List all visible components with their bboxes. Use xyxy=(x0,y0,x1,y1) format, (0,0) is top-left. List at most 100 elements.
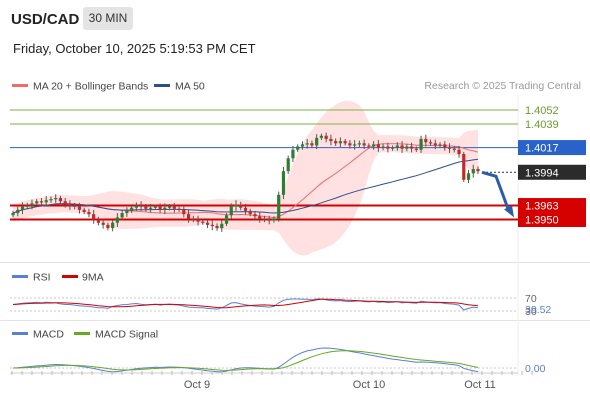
candle-body xyxy=(438,144,442,146)
candle-body xyxy=(471,169,475,174)
support-label: 1.3963 xyxy=(525,201,559,213)
candle-body xyxy=(405,146,409,149)
candle-body xyxy=(196,219,200,222)
rsi-value-label: 39.52 xyxy=(525,304,551,316)
candle-body xyxy=(267,219,271,221)
candle-body xyxy=(386,146,390,149)
candle-body xyxy=(390,147,395,149)
bollinger-bands xyxy=(13,100,478,256)
candle-body xyxy=(115,217,119,223)
candle-body xyxy=(395,145,399,148)
candle-body xyxy=(310,143,314,146)
candle-body xyxy=(376,144,380,148)
forecast-arrow xyxy=(481,170,514,218)
ma20-legend-label: MA 20 + Bollinger Bands xyxy=(33,81,148,93)
candle-body xyxy=(229,206,233,216)
candle-body xyxy=(419,138,423,150)
ma50-legend-swatch xyxy=(154,84,170,87)
resistance-label: 1.4039 xyxy=(525,119,559,131)
candle-body xyxy=(400,145,404,149)
candle-body xyxy=(305,143,309,145)
candle-body xyxy=(372,144,376,147)
candle-body xyxy=(177,208,181,210)
macd-value-label: 0.00 xyxy=(525,363,546,375)
candle-body xyxy=(239,204,243,208)
candle-body xyxy=(329,138,333,142)
research-credit: Research © 2025 Trading Central xyxy=(424,80,581,92)
rsi-line xyxy=(12,298,479,311)
support-label-box xyxy=(518,212,586,227)
candle-body xyxy=(253,214,257,217)
macd-panel: 0.00 xyxy=(10,347,546,375)
candle-body xyxy=(63,201,67,205)
candle-body xyxy=(296,146,300,150)
candle-body xyxy=(30,203,34,206)
candle-body xyxy=(291,149,295,159)
chart-datetime: Friday, October 10, 2025 5:19:53 PM CET xyxy=(13,41,256,56)
candle-body xyxy=(77,206,82,210)
level-labels: 1.4052 1.4039 1.4017 1.3963 1.3950 1.3994 xyxy=(518,105,586,227)
timeframe-button[interactable]: 30 MIN xyxy=(83,7,133,30)
candle-body xyxy=(144,206,148,209)
candle-body xyxy=(210,224,214,227)
candle-body xyxy=(167,206,172,208)
x-tick-label: Oct 10 xyxy=(353,379,385,391)
candle-body xyxy=(367,145,371,147)
candle-body xyxy=(101,222,105,225)
current-price-label: 1.3994 xyxy=(525,167,559,179)
candle-body xyxy=(462,154,466,180)
candle-body xyxy=(149,207,153,209)
pivot-label-box xyxy=(518,140,586,156)
macd-legend: MACD MACD Signal xyxy=(12,329,158,341)
symbol-title: USD/CAD xyxy=(11,11,80,28)
bollinger-band-fill xyxy=(13,100,478,256)
candle-body xyxy=(343,141,347,144)
candle-body xyxy=(92,214,96,220)
candlesticks xyxy=(11,132,480,232)
candle-body xyxy=(353,144,357,146)
candle-body xyxy=(277,194,281,219)
candle-body xyxy=(58,198,63,202)
pivot-label: 1.4017 xyxy=(525,143,559,155)
candle-body xyxy=(201,221,205,223)
candle-body xyxy=(20,206,25,210)
candle-body xyxy=(476,169,480,172)
rsi-ma-line xyxy=(12,298,479,309)
forecast-arrowhead xyxy=(504,205,514,218)
candle-body xyxy=(258,216,262,219)
candle-body xyxy=(315,137,319,146)
macd-signal-legend-label: MACD Signal xyxy=(95,329,158,341)
candle-body xyxy=(414,148,418,150)
candle-body xyxy=(281,171,286,195)
candle-body xyxy=(96,219,101,223)
candle-body xyxy=(205,222,210,225)
candle-body xyxy=(300,144,305,147)
candle-body xyxy=(357,143,361,145)
candle-body xyxy=(54,198,58,200)
candle-body xyxy=(215,225,219,229)
candle-body xyxy=(457,149,461,155)
main-legend: MA 20 + Bollinger Bands MA 50 xyxy=(12,81,205,93)
candle-body xyxy=(25,205,29,207)
candle-body xyxy=(153,206,157,208)
candle-body xyxy=(466,173,471,180)
candle-body xyxy=(163,207,167,210)
candle-body xyxy=(234,204,238,207)
candle-body xyxy=(424,138,428,143)
candle-body xyxy=(39,201,44,203)
candle-body xyxy=(324,135,328,139)
forecast-arrow-line xyxy=(481,170,511,212)
ma50-legend-label: MA 50 xyxy=(175,81,205,93)
candle-body xyxy=(243,207,248,211)
candle-body xyxy=(16,209,20,214)
support-label: 1.3950 xyxy=(525,215,559,227)
support-label-box xyxy=(518,198,586,214)
candle-body xyxy=(381,146,385,148)
ma20-legend-swatch xyxy=(12,84,28,87)
candle-body xyxy=(443,144,447,148)
candle-body xyxy=(186,214,191,219)
candle-body xyxy=(82,209,86,212)
macd-legend-swatch xyxy=(12,332,28,335)
candle-body xyxy=(11,213,15,216)
